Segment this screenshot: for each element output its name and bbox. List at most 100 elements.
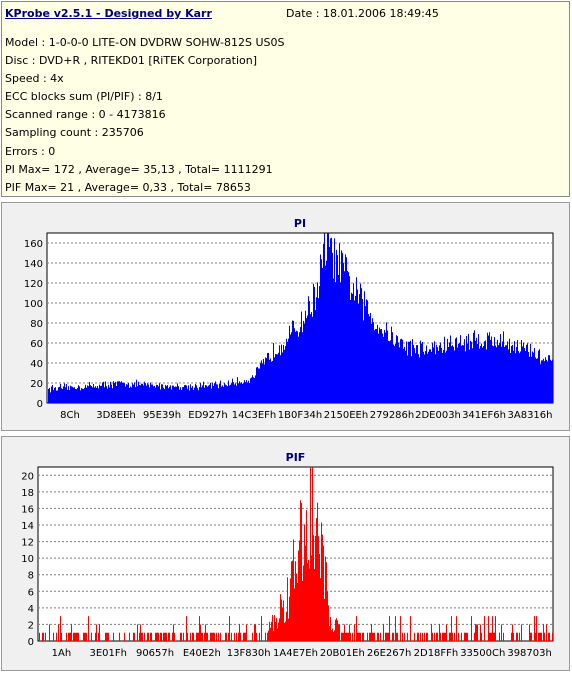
pi-bar bbox=[50, 392, 51, 403]
pif-bar bbox=[432, 632, 433, 641]
pi-bar bbox=[140, 385, 141, 403]
pif-bar bbox=[239, 624, 240, 641]
pif-bar bbox=[362, 632, 363, 641]
pi-bar bbox=[482, 347, 483, 403]
pif-x-tick-label: 3E01Fh bbox=[89, 648, 127, 659]
pi-bar bbox=[508, 349, 509, 403]
pi-bar bbox=[373, 322, 374, 403]
pi-bar bbox=[404, 346, 405, 403]
pi-bar bbox=[416, 345, 417, 403]
pi-bar bbox=[301, 311, 302, 403]
pi-bar bbox=[421, 343, 422, 403]
pi-bar bbox=[119, 381, 120, 403]
pi-bar bbox=[354, 300, 355, 403]
pi-bar bbox=[462, 345, 463, 403]
pif-bar bbox=[511, 632, 512, 641]
pi-bar bbox=[213, 385, 214, 403]
pi-bar bbox=[307, 315, 308, 403]
pi-bar bbox=[175, 386, 176, 403]
pi-bar bbox=[64, 383, 65, 403]
pi-bar bbox=[538, 350, 539, 403]
pif-bar bbox=[86, 632, 87, 641]
pi-bar bbox=[146, 385, 147, 403]
pi-bar bbox=[87, 385, 88, 403]
pif-bar bbox=[346, 632, 347, 641]
pi-bar bbox=[426, 345, 427, 403]
pi-bar bbox=[317, 282, 318, 403]
pi-bar bbox=[449, 342, 450, 403]
pif-bar bbox=[454, 632, 455, 641]
pif-bar bbox=[513, 632, 514, 641]
pi-y-tick-label: 120 bbox=[24, 279, 43, 290]
pi-bar bbox=[190, 384, 191, 403]
pif-bar bbox=[297, 583, 298, 641]
pif-bar bbox=[71, 624, 72, 641]
pi-bar bbox=[523, 342, 524, 403]
pi-bar bbox=[227, 386, 228, 403]
pif-bar bbox=[324, 598, 325, 641]
pif-bar bbox=[193, 632, 194, 641]
pi-bar bbox=[454, 350, 455, 403]
pif-bar bbox=[402, 632, 403, 641]
pi-bar bbox=[431, 351, 432, 403]
pi-bar bbox=[327, 233, 328, 403]
pi-bar bbox=[80, 390, 81, 403]
pif-bar bbox=[439, 624, 440, 641]
pif-bar bbox=[477, 624, 478, 641]
pi-bar bbox=[496, 347, 497, 403]
pif-bar bbox=[461, 632, 462, 641]
pi-bar bbox=[59, 386, 60, 403]
pi-bar bbox=[84, 387, 85, 403]
pi-bar bbox=[480, 345, 481, 403]
pi-bar bbox=[320, 254, 321, 403]
pi-bar bbox=[268, 352, 269, 403]
pi-bar bbox=[176, 386, 177, 403]
pi-bar bbox=[300, 326, 301, 403]
pi-bar bbox=[355, 295, 356, 403]
pi-bar bbox=[432, 342, 433, 403]
pi-bar bbox=[51, 386, 52, 403]
pi-bar bbox=[63, 386, 64, 403]
pif-bar bbox=[161, 632, 162, 641]
pi-bar bbox=[485, 340, 486, 403]
pi-bar bbox=[481, 343, 482, 403]
pif-bar bbox=[148, 632, 149, 641]
pi-bar bbox=[207, 386, 208, 403]
pi-bar bbox=[490, 339, 491, 403]
pi-bar bbox=[125, 386, 126, 403]
pi-bar bbox=[239, 381, 240, 403]
pif-bar bbox=[226, 632, 227, 641]
pi-bar bbox=[365, 306, 366, 403]
pif-bar bbox=[95, 632, 96, 641]
pi-bar bbox=[450, 335, 451, 403]
pi-bar bbox=[68, 386, 69, 403]
pi-bar bbox=[342, 252, 343, 403]
pi-bar bbox=[392, 332, 393, 403]
pi-bar bbox=[477, 343, 478, 403]
pif-bar bbox=[302, 580, 303, 641]
pi-bar bbox=[264, 364, 265, 403]
pif-bar bbox=[538, 632, 539, 641]
pi-bar bbox=[377, 324, 378, 403]
pif-bar bbox=[386, 632, 387, 641]
pi-bar bbox=[67, 389, 68, 403]
pif-bar bbox=[69, 632, 70, 641]
pif-bar bbox=[491, 632, 492, 641]
pif-bar bbox=[255, 624, 256, 641]
pi-bar bbox=[111, 384, 112, 403]
pi-bar bbox=[143, 385, 144, 403]
pif-bar bbox=[410, 616, 411, 641]
pif-bar bbox=[278, 622, 279, 641]
pi-bar bbox=[444, 336, 445, 403]
pif-bar bbox=[489, 632, 490, 641]
pi-bar bbox=[258, 368, 259, 403]
pi-bar bbox=[550, 359, 551, 403]
pif-bar bbox=[275, 621, 276, 641]
pif-bar bbox=[205, 624, 206, 641]
info-line-disc: Disc : DVD+R , RITEKD01 [RiTEK Corporati… bbox=[5, 54, 258, 68]
pif-x-tick-label: 1A4E7Eh bbox=[273, 648, 318, 659]
pi-bar bbox=[461, 345, 462, 403]
pif-bar bbox=[385, 632, 386, 641]
pif-x-tick-label: 13F830h bbox=[227, 648, 271, 659]
pif-bar bbox=[280, 594, 281, 641]
